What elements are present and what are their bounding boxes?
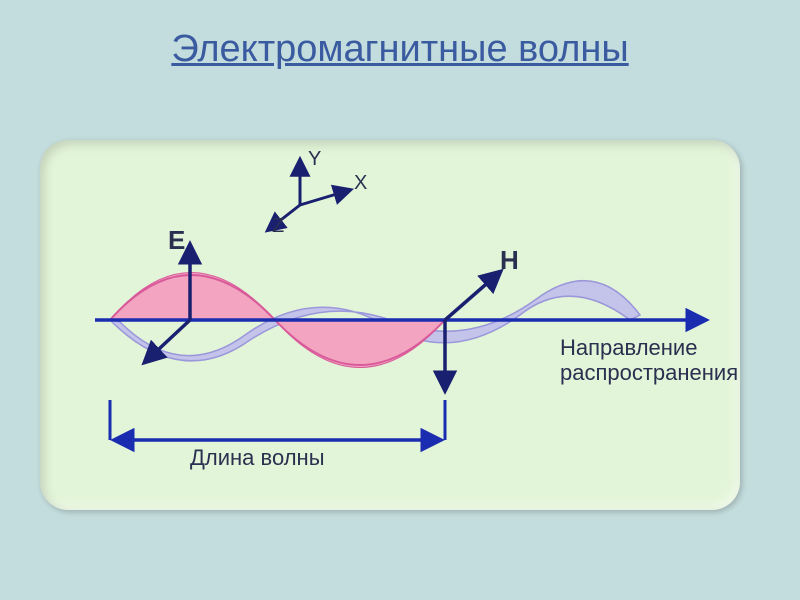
page-title: Электромагнитные волны (0, 0, 800, 71)
z-axis-label: Z (272, 215, 284, 238)
h-vector-oblique (445, 272, 500, 320)
diagram-panel: Y X Z Е Н Направление распространения Дл… (40, 140, 740, 510)
x-axis-label: X (354, 172, 367, 195)
y-axis-label: Y (308, 148, 321, 171)
wave-diagram (40, 140, 740, 510)
propagation-label: Направление распространения (560, 335, 738, 386)
wavelength-label: Длина волны (190, 445, 325, 471)
h-vector-label: Н (500, 245, 519, 276)
e-vector-label: Е (168, 225, 185, 256)
